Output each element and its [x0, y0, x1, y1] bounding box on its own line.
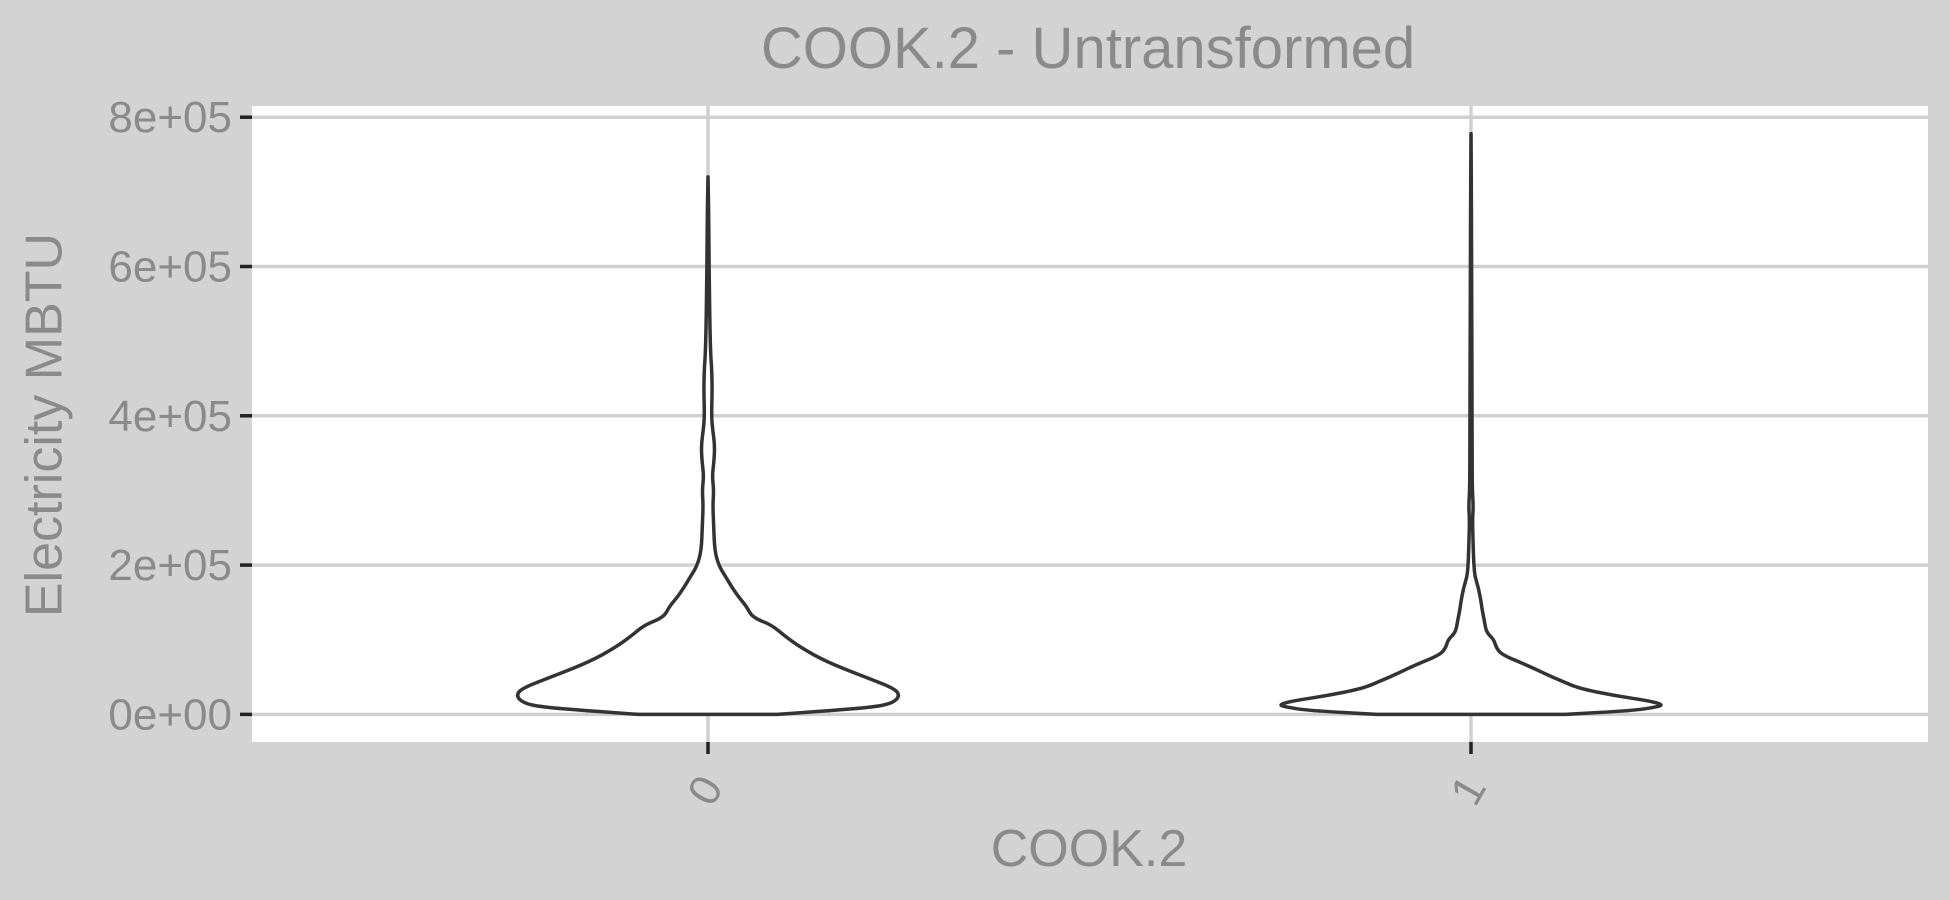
y-tick-label: 4e+05 — [108, 392, 232, 441]
panel-background — [252, 106, 1928, 742]
y-axis-title: Electricity MBTU — [16, 233, 74, 617]
x-axis-title: COOK.2 — [991, 820, 1188, 878]
chart-title: COOK.2 - Untransformed — [761, 16, 1415, 81]
violin-1 — [1279, 131, 1663, 717]
violins — [515, 131, 1663, 717]
violin-0 — [515, 175, 901, 717]
y-tick-label: 6e+05 — [108, 242, 232, 291]
y-tick-label: 8e+05 — [108, 93, 232, 142]
y-tick-label: 2e+05 — [108, 541, 232, 590]
y-tick-label: 0e+00 — [108, 690, 232, 739]
